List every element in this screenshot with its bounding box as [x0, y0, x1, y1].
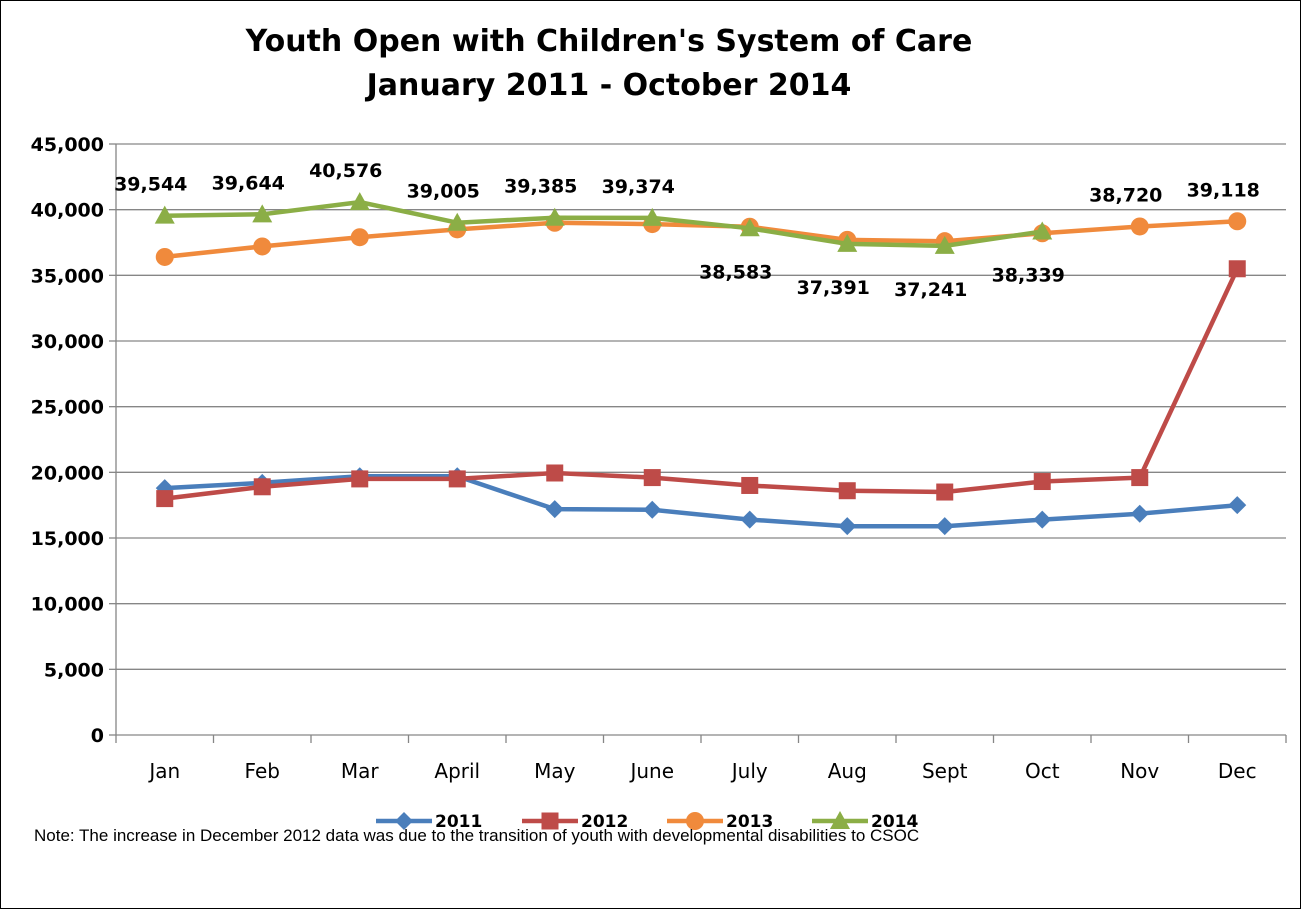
y-tick-label: 5,000 [44, 659, 104, 681]
data-point-2012 [1131, 469, 1148, 486]
data-point-2011 [1131, 505, 1149, 523]
data-point-2013 [351, 228, 369, 246]
data-point-2011 [1033, 511, 1051, 529]
data-label-2014: 40,576 [309, 160, 382, 182]
y-tick-label: 40,000 [31, 200, 104, 222]
data-point-2012 [1229, 260, 1246, 277]
y-tick-label: 10,000 [31, 594, 104, 616]
y-tick-label: 45,000 [31, 134, 104, 156]
chart-title: Youth Open with Children's System of Car… [245, 24, 973, 59]
y-tick-label: 20,000 [31, 462, 104, 484]
chart-subtitle: January 2011 - October 2014 [365, 68, 852, 103]
x-tick-label: Mar [341, 759, 380, 783]
data-point-2011 [741, 511, 759, 529]
y-tick-label: 35,000 [31, 265, 104, 287]
data-point-2012 [644, 469, 661, 486]
data-label-2014: 39,644 [212, 172, 285, 194]
data-point-2012 [449, 470, 466, 487]
data-point-2012 [351, 470, 368, 487]
series-2013 [156, 212, 1247, 266]
series-line-2012 [165, 269, 1238, 499]
data-point-2011 [1228, 496, 1246, 514]
x-tick-label: May [534, 759, 576, 783]
x-tick-label: Aug [828, 759, 867, 783]
data-point-2012 [839, 482, 856, 499]
data-label-2014: 39,374 [602, 176, 675, 198]
chart-note: Note: The increase in December 2012 data… [34, 826, 919, 845]
y-tick-label: 25,000 [31, 397, 104, 419]
series-2011 [156, 467, 1247, 535]
y-tick-label: 15,000 [31, 528, 104, 550]
data-label-2014: 39,544 [114, 174, 187, 196]
data-label-2014: 38,339 [992, 264, 1065, 286]
data-label-2014: 39,385 [504, 176, 577, 198]
data-label-2014: 38,583 [699, 261, 772, 283]
x-tick-label: July [730, 759, 768, 783]
x-tick-label: Nov [1120, 759, 1159, 783]
data-point-2012 [254, 478, 271, 495]
x-tick-label: Jan [147, 759, 180, 783]
x-tick-label: Oct [1025, 759, 1060, 783]
data-point-2011 [838, 517, 856, 535]
data-point-2012 [741, 477, 758, 494]
data-point-2013 [156, 248, 174, 266]
data-point-2012 [156, 490, 173, 507]
series-line-2013 [165, 221, 1238, 257]
data-point-2013 [1131, 217, 1149, 235]
data-label-2014: 37,241 [894, 279, 967, 301]
series-2012 [156, 260, 1246, 507]
x-tick-label: Dec [1218, 759, 1257, 783]
data-label-2013: 38,720 [1089, 184, 1162, 206]
data-point-2011 [546, 500, 564, 518]
data-label-2014: 39,005 [407, 181, 480, 203]
data-point-2011 [643, 501, 661, 519]
series-group [155, 192, 1247, 535]
data-point-2011 [936, 517, 954, 535]
data-label-2014: 37,391 [797, 277, 870, 299]
x-tick-label: April [434, 759, 480, 783]
data-point-2012 [546, 464, 563, 481]
x-tick-label: June [628, 759, 674, 783]
data-point-2013 [253, 237, 271, 255]
data-point-2013 [1228, 212, 1246, 230]
y-tick-label: 0 [91, 725, 104, 747]
x-tick-label: Sept [922, 759, 968, 783]
data-point-2012 [936, 484, 953, 501]
data-label-2013: 39,118 [1187, 179, 1260, 201]
y-tick-label: 30,000 [31, 331, 104, 353]
data-point-2012 [1034, 473, 1051, 490]
x-tick-label: Feb [245, 759, 280, 783]
